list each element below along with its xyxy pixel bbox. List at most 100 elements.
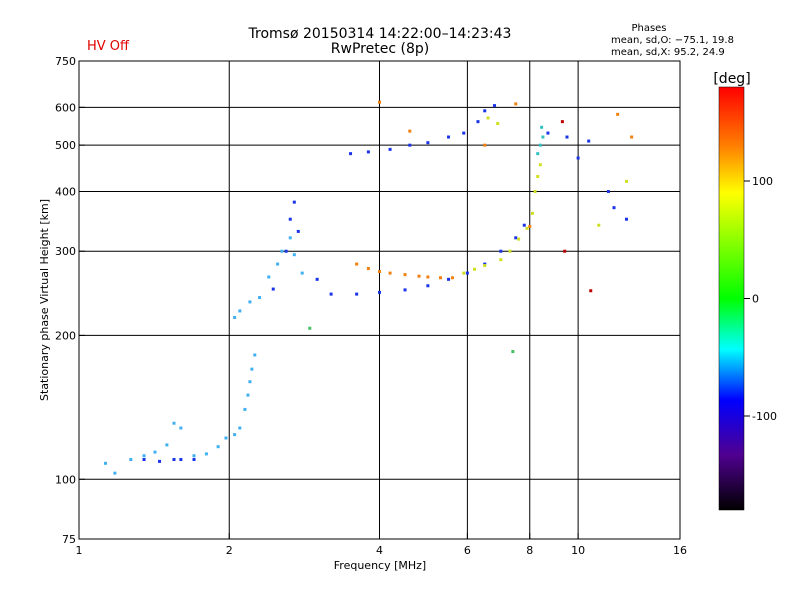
data-point <box>576 156 580 160</box>
data-point <box>308 326 312 330</box>
data-point <box>238 309 242 313</box>
data-point <box>329 292 333 296</box>
colorbar-tick-label: -100 <box>752 410 777 423</box>
data-point <box>315 277 319 281</box>
data-point <box>355 292 359 296</box>
data-point <box>158 459 162 463</box>
data-point <box>538 163 542 167</box>
chart-title: Tromsø 20150314 14:22:00–14:23:43 <box>248 26 512 42</box>
data-point <box>476 120 480 124</box>
data-point <box>408 129 412 133</box>
data-point <box>546 131 550 135</box>
data-point <box>486 116 490 120</box>
colorbar-label: [deg] <box>713 71 750 87</box>
chart-subtitle: RwPretec (8p) <box>331 41 429 57</box>
x-tick-label: 4 <box>376 544 383 557</box>
data-point <box>378 270 381 274</box>
data-point <box>589 289 593 293</box>
data-point <box>499 249 503 253</box>
data-point <box>378 290 381 294</box>
data-point <box>483 264 487 268</box>
data-point <box>426 284 430 288</box>
data-point <box>388 271 392 275</box>
colorbar-ticks: 100 0 -100 <box>744 175 777 423</box>
y-axis-label: Stationary phase Virtual Height [km] <box>38 199 51 401</box>
data-point <box>296 229 300 233</box>
data-point <box>426 275 430 279</box>
x-tick-label: 1 <box>76 544 83 557</box>
data-point <box>258 296 262 300</box>
data-point <box>349 152 353 156</box>
x-tick-label: 6 <box>464 544 471 557</box>
data-point <box>450 276 454 280</box>
data-point <box>300 271 304 275</box>
data-point <box>493 104 497 108</box>
x-tick-label: 10 <box>571 544 585 557</box>
data-point <box>565 135 569 139</box>
data-point <box>113 471 117 475</box>
data-point <box>408 143 412 147</box>
data-point <box>280 249 284 253</box>
data-point <box>472 267 476 271</box>
data-point <box>533 189 537 193</box>
data-point <box>238 426 242 430</box>
data-point <box>403 288 407 292</box>
colorbar <box>718 86 745 511</box>
data-point <box>243 407 247 411</box>
data-point <box>616 112 620 116</box>
data-point <box>439 276 443 280</box>
data-point <box>179 457 183 461</box>
data-point <box>511 350 515 354</box>
data-point <box>103 461 107 465</box>
y-tick-label: 300 <box>55 245 76 258</box>
data-point <box>426 141 430 145</box>
data-point <box>530 211 534 215</box>
colorbar-tick-label: 0 <box>752 293 759 306</box>
data-point <box>597 223 601 227</box>
y-tick-label: 75 <box>62 533 76 546</box>
data-point <box>172 457 176 461</box>
data-point <box>522 223 526 227</box>
tick-layer: 1 2 4 6 8 10 16 75 100 200 300 400 500 600 750 <box>55 55 687 557</box>
data-point <box>563 249 567 253</box>
data-point <box>417 274 421 278</box>
data-point <box>514 102 518 106</box>
data-point <box>179 426 183 430</box>
data-point <box>624 179 628 183</box>
data-point <box>153 450 157 454</box>
data-point <box>165 443 169 447</box>
data-point <box>540 125 544 129</box>
data-point <box>284 249 288 253</box>
data-point <box>517 237 521 241</box>
data-point <box>216 445 220 449</box>
data-point <box>366 150 370 154</box>
x-axis-label: Frequency [MHz] <box>334 559 426 572</box>
data-point <box>204 452 208 456</box>
data-point <box>624 217 628 221</box>
data-point <box>248 380 252 384</box>
phases-stats-title: Phases <box>631 23 666 34</box>
point-layer <box>103 100 634 475</box>
data-point <box>525 226 529 230</box>
data-point <box>536 152 540 156</box>
data-point <box>142 457 146 461</box>
data-point <box>462 271 466 275</box>
data-point <box>366 267 370 271</box>
data-point <box>514 236 518 240</box>
y-tick-label: 200 <box>55 329 76 342</box>
data-point <box>378 100 381 104</box>
grid-layer <box>79 61 680 539</box>
data-point <box>355 262 359 266</box>
data-point <box>250 367 254 371</box>
data-point <box>224 436 228 440</box>
y-tick-label: 400 <box>55 185 76 198</box>
y-tick-label: 600 <box>55 101 76 114</box>
phases-stats-o: mean, sd,O: −75.1, 19.8 <box>611 35 734 46</box>
data-point <box>447 277 451 281</box>
data-point <box>192 457 196 461</box>
colorbar-tick-label: 100 <box>752 175 773 188</box>
data-point <box>192 454 196 458</box>
data-point <box>462 131 466 135</box>
data-point <box>499 258 503 262</box>
data-point <box>403 273 407 277</box>
